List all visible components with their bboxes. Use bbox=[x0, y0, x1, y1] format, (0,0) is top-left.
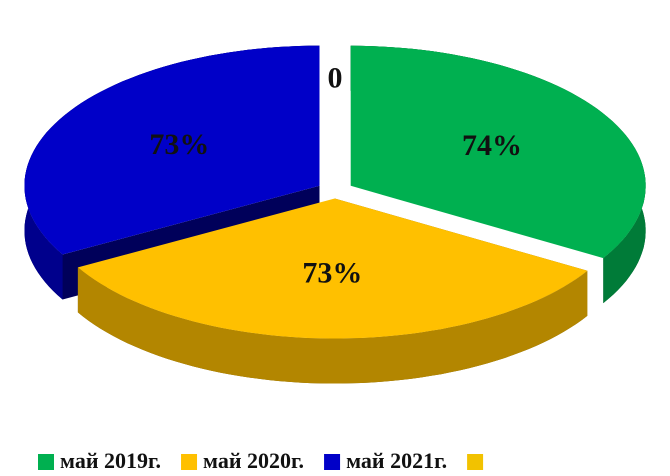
slice bbox=[350, 45, 646, 259]
legend-label: май 2020г. bbox=[203, 448, 304, 473]
data-label: 74% bbox=[462, 129, 522, 162]
legend-label: май 2021г. bbox=[346, 448, 447, 473]
data-label: 0 bbox=[328, 62, 343, 95]
legend-swatch bbox=[181, 454, 198, 470]
slice bbox=[77, 198, 588, 339]
legend-swatch bbox=[38, 454, 54, 470]
data-label: 73% bbox=[302, 256, 362, 289]
legend-swatch bbox=[467, 454, 484, 470]
slice bbox=[24, 45, 320, 255]
legend-label: май 2019г. bbox=[60, 448, 161, 473]
legend-swatch bbox=[324, 454, 341, 470]
slice-wall bbox=[77, 267, 588, 384]
data-label: 73% bbox=[149, 128, 209, 161]
